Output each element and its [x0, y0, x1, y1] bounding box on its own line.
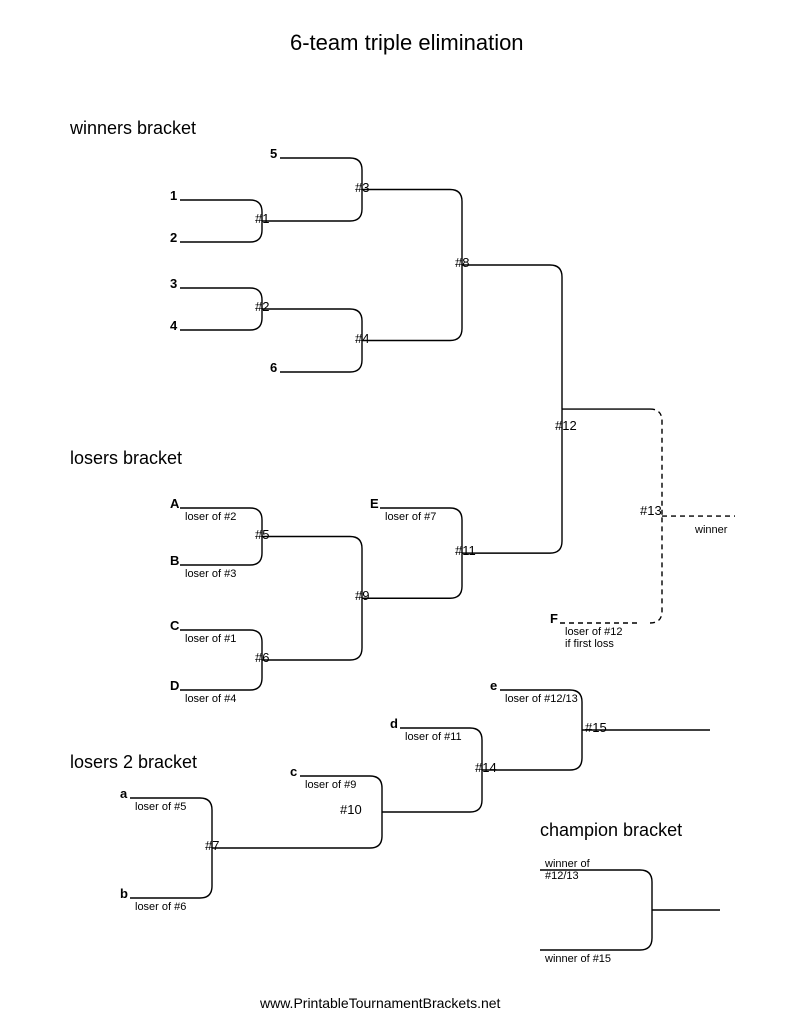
seed-4: 4: [170, 318, 177, 333]
note-loser12-if: loser of #12if first loss: [565, 626, 622, 650]
seed-E: E: [370, 496, 379, 511]
seed-b: b: [120, 886, 128, 901]
seed-A: A: [170, 496, 179, 511]
note-loser1: loser of #1: [185, 633, 236, 645]
note-winner: winner: [695, 524, 727, 536]
footer-url: www.PrintableTournamentBrackets.net: [260, 995, 500, 1011]
seed-3: 3: [170, 276, 177, 291]
game-6: #6: [255, 650, 269, 665]
seed-e: e: [490, 678, 497, 693]
seed-d: d: [390, 716, 398, 731]
seed-a: a: [120, 786, 127, 801]
game-11: #11: [455, 543, 476, 558]
game-8: #8: [455, 255, 469, 270]
seed-2: 2: [170, 230, 177, 245]
note-loser12-13: loser of #12/13: [505, 693, 578, 705]
game-9: #9: [355, 588, 369, 603]
game-10: #10: [340, 802, 362, 817]
seed-B: B: [170, 553, 179, 568]
note-loser6: loser of #6: [135, 901, 186, 913]
note-winner-12-13: winner of#12/13: [545, 858, 590, 882]
game-15: #15: [585, 720, 607, 735]
game-14: #14: [475, 760, 497, 775]
section-winners: winners bracket: [70, 118, 196, 139]
page-title: 6-team triple elimination: [290, 30, 524, 56]
seed-6: 6: [270, 360, 277, 375]
section-champion: champion bracket: [540, 820, 682, 841]
seed-C: C: [170, 618, 179, 633]
game-12: #12: [555, 418, 577, 433]
section-losers: losers bracket: [70, 448, 182, 469]
seed-c: c: [290, 764, 297, 779]
seed-F: F: [550, 611, 558, 626]
game-4: #4: [355, 331, 369, 346]
game-5: #5: [255, 527, 269, 542]
note-loser4: loser of #4: [185, 693, 236, 705]
seed-1: 1: [170, 188, 177, 203]
note-loser5: loser of #5: [135, 801, 186, 813]
game-3: #3: [355, 180, 369, 195]
note-loser2: loser of #2: [185, 511, 236, 523]
game-7: #7: [205, 838, 219, 853]
seed-5: 5: [270, 146, 277, 161]
game-13: #13: [640, 503, 662, 518]
note-loser7: loser of #7: [385, 511, 436, 523]
note-loser11: loser of #11: [405, 731, 462, 743]
note-loser9: loser of #9: [305, 779, 356, 791]
note-loser3: loser of #3: [185, 568, 236, 580]
game-2: #2: [255, 299, 269, 314]
game-1: #1: [255, 211, 269, 226]
note-winner-15: winner of #15: [545, 953, 611, 965]
section-losers2: losers 2 bracket: [70, 752, 197, 773]
seed-D: D: [170, 678, 179, 693]
bracket-page: { "meta": { "width": 791, "height": 1024…: [0, 0, 791, 1024]
